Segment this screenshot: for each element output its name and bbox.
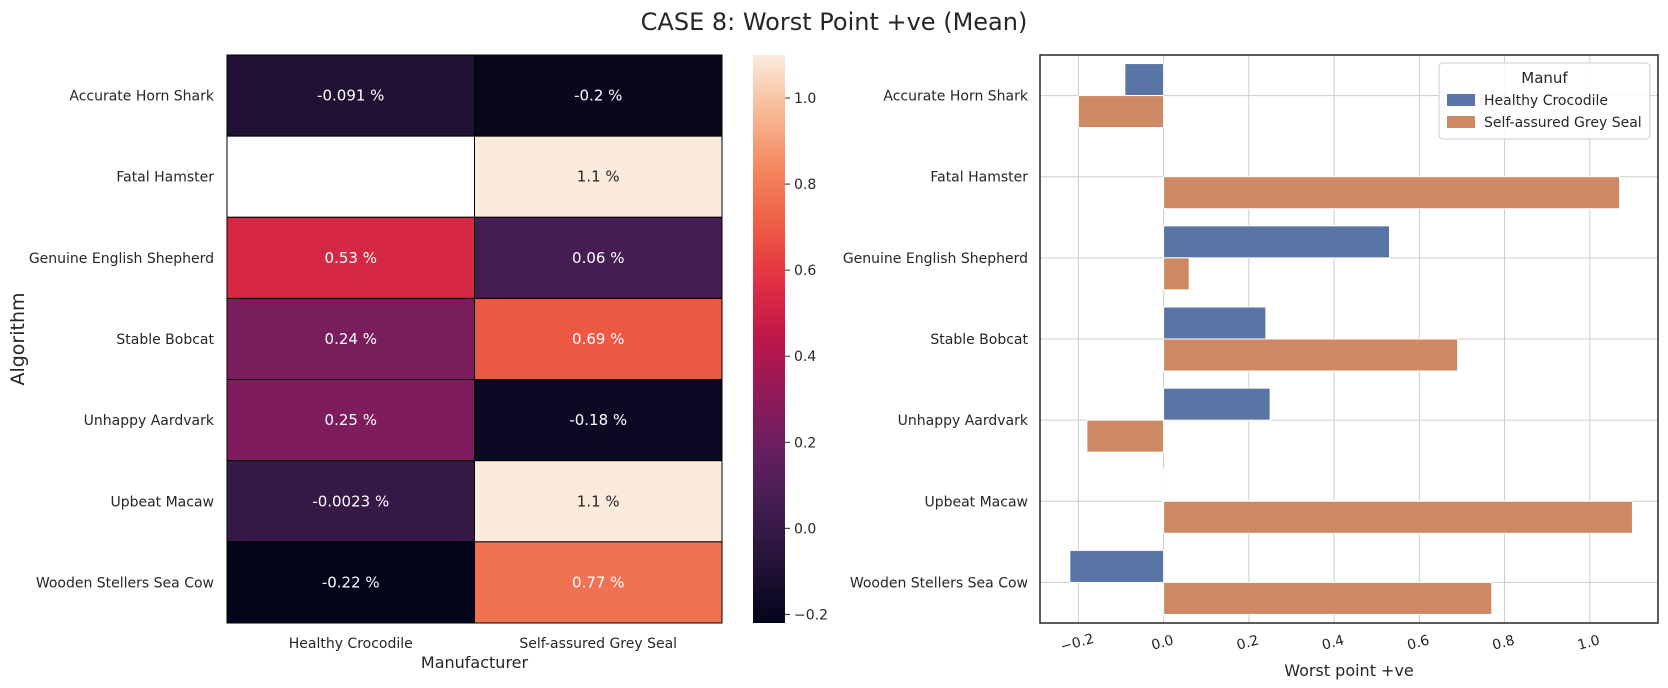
- colorbar-tick-label: 0.2: [794, 435, 816, 451]
- bar-xtick-label: 0.6: [1405, 633, 1431, 654]
- heatmap-row-label: Upbeat Macaw: [110, 494, 214, 510]
- heatmap-cell-label: 0.06 %: [572, 249, 624, 267]
- heatmap-row-label: Fatal Hamster: [116, 170, 214, 186]
- legend-entry: Self-assured Grey Seal: [1484, 115, 1642, 131]
- heatmap-cell: [226, 54, 475, 137]
- heatmap-cell-label: 0.24 %: [325, 330, 377, 348]
- heatmap-cell: [474, 135, 723, 218]
- bar: [1163, 387, 1271, 421]
- heatmap-cell-label: 0.25 %: [325, 411, 377, 429]
- heatmap-cell-label: 1.1 %: [577, 168, 620, 186]
- figure-title: CASE 8: Worst Point +ve (Mean): [641, 8, 1028, 36]
- heatmap-cell: [226, 216, 475, 299]
- bar: [1069, 549, 1165, 583]
- colorbar-tick-label: 1.0: [794, 91, 816, 107]
- heatmap-cell: [226, 541, 475, 624]
- bar-chart: Accurate Horn Shark Fatal Hamster Genuine …: [843, 54, 1659, 680]
- heatmap-cell: [474, 460, 723, 543]
- bar: [1163, 225, 1390, 259]
- heatmap-cell: [226, 460, 475, 543]
- bar-category-label: Unhappy Aardvark: [898, 413, 1029, 429]
- legend-entry: Healthy Crocodile: [1484, 93, 1608, 109]
- heatmap-cell-label: -0.22 %: [322, 573, 380, 591]
- colorbar-bar: [753, 55, 785, 623]
- colorbar: −0.2 0.0 0.2 0.4 0.6 0.8 1.0: [753, 55, 828, 623]
- bar-xtick-label: 0.8: [1491, 633, 1517, 654]
- heatmap-ylabel: Algorithm: [7, 292, 29, 385]
- bar-xtick-label: 1.0: [1576, 633, 1602, 654]
- heatmap-row-label: Accurate Horn Shark: [69, 89, 215, 105]
- legend-title: Manuf: [1521, 69, 1568, 87]
- bar: [1124, 63, 1165, 97]
- bar: [1086, 419, 1165, 453]
- heatmap-row-label: Genuine English Shepherd: [29, 251, 214, 267]
- heatmap-row-label: Unhappy Aardvark: [84, 413, 215, 429]
- heatmap-column-label: Self-assured Grey Seal: [519, 636, 677, 652]
- heatmap-row-label: Wooden Stellers Sea Cow: [36, 575, 214, 591]
- heatmap-cell-label: -0.18 %: [569, 411, 627, 429]
- bar-xtick-label: −0.2: [1059, 631, 1096, 655]
- bar-category-label: Stable Bobcat: [930, 332, 1028, 348]
- heatmap-cell-label: 0.69 %: [572, 330, 624, 348]
- colorbar-tick-label: −0.2: [794, 607, 828, 623]
- legend-swatch: [1447, 116, 1475, 128]
- colorbar-tick-label: 0.8: [794, 177, 816, 193]
- legend-swatch: [1447, 94, 1475, 106]
- heatmap-cell: [226, 297, 475, 381]
- heatmap-cell: [474, 216, 723, 299]
- heatmap-cell: [474, 541, 723, 624]
- heatmap-cell-label: 1.1 %: [577, 492, 620, 510]
- heatmap-column-label: Healthy Crocodile: [289, 636, 413, 652]
- bar-xlabel: Worst point +ve: [1284, 661, 1414, 680]
- colorbar-tick-label: 0.6: [794, 263, 816, 279]
- colorbar-tick-label: 0.0: [794, 521, 816, 537]
- bar-xtick-label: 0.2: [1235, 633, 1261, 654]
- bar-category-label: Upbeat Macaw: [924, 494, 1028, 510]
- bar-category-label: Accurate Horn Shark: [883, 89, 1029, 105]
- bar-category-label: Wooden Stellers Sea Cow: [850, 575, 1028, 591]
- bar: [1163, 581, 1493, 615]
- heatmap-cell-label: -0.091 %: [317, 87, 384, 105]
- bar: [1162, 468, 1165, 502]
- heatmap-cell-label: 0.77 %: [572, 573, 624, 591]
- heatmap-xlabel: Manufacturer: [421, 653, 529, 672]
- heatmap-cell: [474, 54, 723, 137]
- bar: [1163, 257, 1190, 291]
- bar-legend: Manuf Healthy Crocodile Self-assured Grey …: [1438, 62, 1651, 140]
- bar: [1163, 500, 1633, 534]
- colorbar-tick-label: 0.4: [794, 349, 816, 365]
- heatmap-cell-label: -0.2 %: [574, 87, 622, 105]
- bar-xtick-label: 0.0: [1150, 633, 1176, 654]
- heatmap-cell: [226, 135, 475, 218]
- bar: [1163, 176, 1621, 210]
- bar-category-label: Fatal Hamster: [930, 170, 1028, 186]
- heatmap-cell-label: -0.0023 %: [312, 492, 389, 510]
- bar-xtick-label: 0.4: [1320, 633, 1346, 654]
- legend-box: [1438, 62, 1651, 140]
- bar-axes-frame: [1039, 54, 1659, 624]
- bar-category-label: Genuine English Shepherd: [843, 251, 1028, 267]
- bar: [1163, 306, 1267, 340]
- bar: [1077, 95, 1165, 129]
- heatmap-row-label: Stable Bobcat: [116, 332, 214, 348]
- heatmap-chart: -0.091 % -0.2 % Accurate Horn Shark 1.1 % Fa…: [7, 54, 723, 672]
- heatmap-cell-label: 0.53 %: [325, 249, 377, 267]
- heatmap-cell: [226, 379, 475, 462]
- bar: [1163, 338, 1459, 372]
